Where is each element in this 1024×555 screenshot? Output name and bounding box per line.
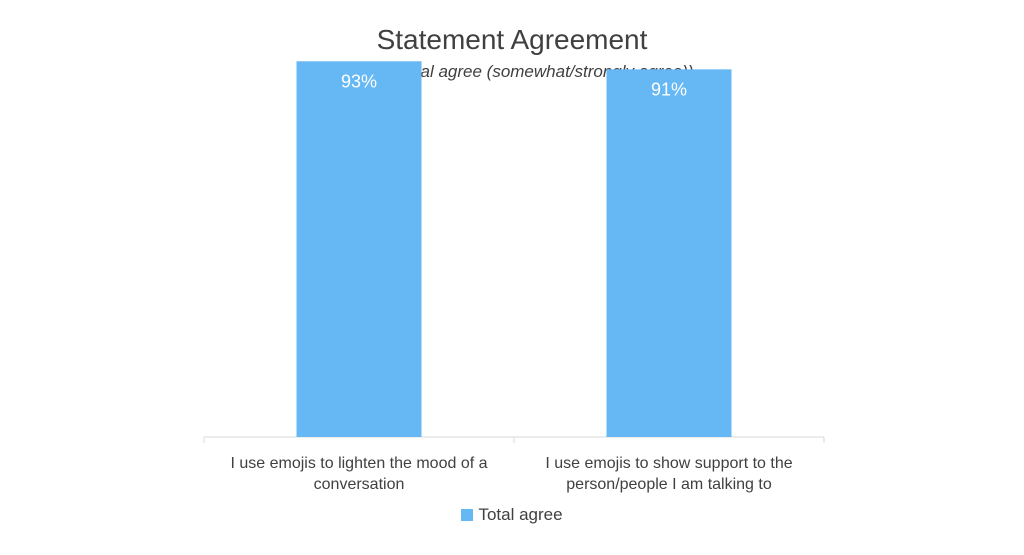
chart-title: Statement Agreement [376, 24, 648, 55]
bar-chart: 93% I use emojis to lighten the mood of a… [203, 61, 825, 493]
category-label: I use emojis to lighten the mood of a con… [230, 455, 487, 493]
legend: Total agree [0, 505, 1024, 525]
category-label: I use emojis to show support to the perso… [545, 455, 792, 493]
legend-swatch [461, 509, 474, 521]
data-label: 91% [651, 79, 687, 99]
data-label: 93% [341, 71, 377, 91]
legend-label: Total agree [478, 505, 563, 524]
bar [606, 69, 732, 438]
bar [296, 61, 422, 437]
